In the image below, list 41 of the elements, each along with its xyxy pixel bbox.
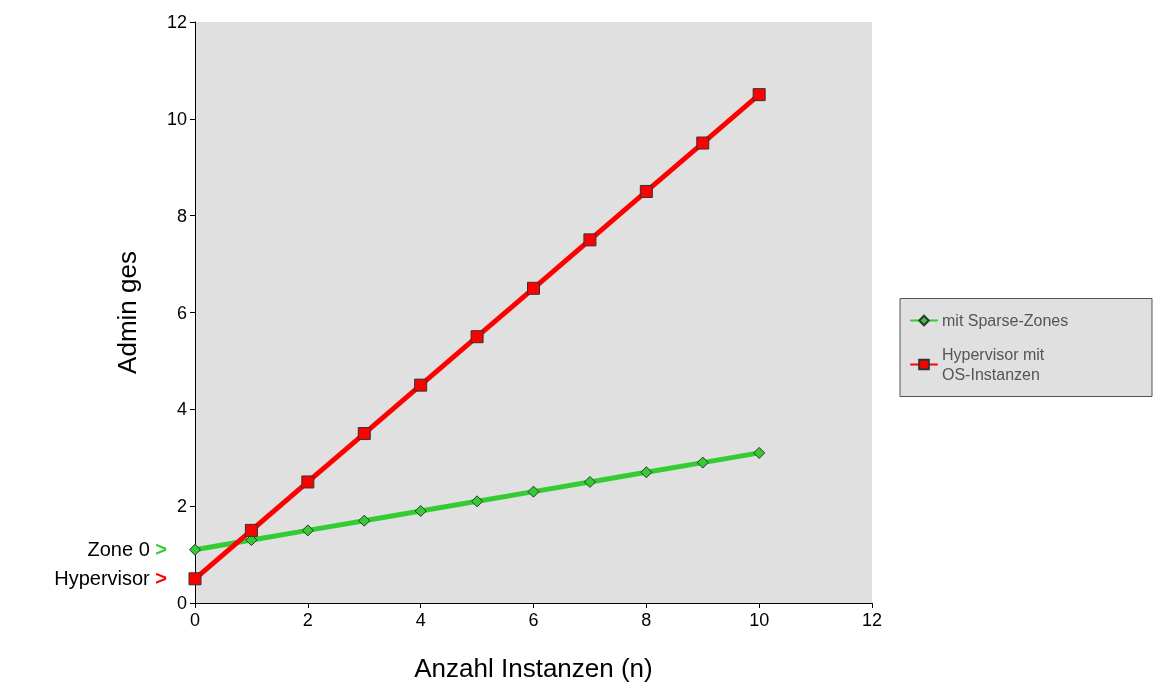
point — [357, 427, 371, 441]
x-tick-label: 4 — [415, 610, 426, 630]
legend-label: Hypervisor mit OS-Instanzen — [942, 346, 1049, 383]
x-tick-label: 0 — [189, 610, 201, 630]
point — [752, 88, 766, 102]
x-tick-label: 10 — [749, 610, 770, 630]
y-tick-label: 0 — [176, 593, 187, 613]
y-axis-title: Admin ges — [112, 251, 142, 374]
x-tick-label: 12 — [861, 610, 883, 630]
x-axis-title: Anzahl Instanzen (n) — [414, 653, 653, 683]
point — [640, 466, 653, 479]
y-tick-label: 4 — [176, 399, 187, 420]
point — [414, 505, 427, 518]
y-tick-label: 10 — [166, 108, 187, 129]
point — [244, 523, 258, 537]
point — [301, 524, 314, 537]
point — [188, 572, 202, 586]
x-tick-label: 2 — [302, 610, 313, 630]
point — [470, 330, 484, 344]
annotation: Hypervisor > — [54, 566, 168, 589]
point — [583, 233, 597, 247]
point — [753, 446, 766, 459]
x-tick-label: 8 — [641, 610, 652, 630]
point — [358, 514, 371, 527]
point — [471, 495, 484, 508]
y-tick-label: 8 — [176, 205, 187, 226]
point — [639, 184, 653, 198]
x-tick-label: 6 — [528, 610, 539, 630]
y-tick-label: 6 — [176, 302, 187, 323]
point — [696, 456, 709, 469]
point — [696, 136, 710, 150]
point — [527, 281, 540, 295]
point — [583, 475, 596, 488]
point — [414, 378, 428, 392]
point — [189, 543, 201, 556]
point — [527, 485, 540, 498]
legend-label: mit Sparse-Zones — [942, 312, 1069, 329]
point — [301, 475, 315, 489]
y-tick-label: 2 — [176, 496, 187, 517]
annotation: Zone 0 > — [87, 537, 168, 560]
y-tick-label: 12 — [166, 12, 187, 32]
